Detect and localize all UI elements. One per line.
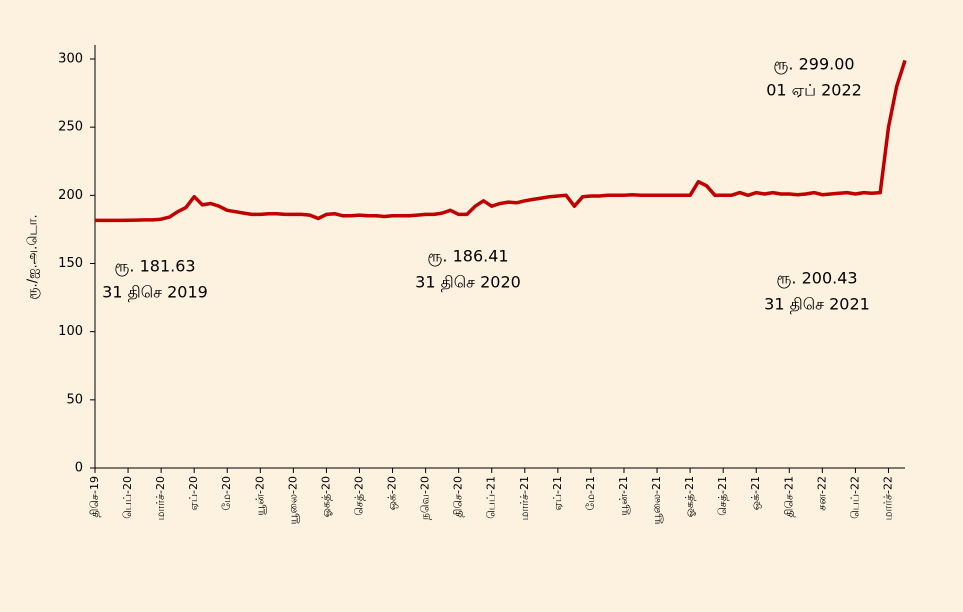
- x-tick-label: ஒக்-20: [386, 476, 399, 510]
- x-tick-label: திசெ-19: [88, 476, 101, 518]
- x-tick-label: மே-21: [584, 476, 597, 511]
- y-tick-label: 200: [58, 188, 83, 203]
- x-tick-label: செத்-20: [352, 476, 365, 516]
- x-tick-label: சன-22: [815, 476, 828, 511]
- y-tick-label: 50: [66, 392, 83, 407]
- x-tick-label: ஓகத்-20: [319, 476, 332, 517]
- annotation: 31 திசெ 2019: [102, 283, 208, 302]
- annotation: ரூ. 186.41: [427, 247, 508, 267]
- x-tick-label: செத்-21: [716, 476, 729, 516]
- y-tick-label: 150: [58, 256, 83, 271]
- x-tick-label: நவெ-20: [419, 476, 432, 520]
- x-tick-label: ஏப்-21: [551, 476, 564, 511]
- x-tick-label: யூன்-21: [617, 476, 630, 516]
- x-tick-label: மார்ச்-22: [881, 476, 894, 520]
- x-tick-label: பெப்-22: [848, 476, 861, 519]
- x-tick-label: ஒக்-21: [749, 476, 762, 510]
- x-tick-label: ஏப்-20: [187, 476, 200, 511]
- x-tick-label: பெப்-20: [121, 476, 134, 519]
- x-tick-label: மார்ச்-20: [154, 476, 167, 520]
- x-tick-label: மார்ச்-21: [518, 476, 531, 520]
- x-tick-label: யூன்-20: [253, 476, 266, 516]
- line: [95, 59, 907, 223]
- x-tick-label: மே-20: [220, 476, 233, 511]
- y-tick-label: 100: [58, 324, 83, 339]
- annotation: ரூ. 200.43: [776, 269, 857, 289]
- annotation: ரூ. 299.00: [773, 55, 854, 75]
- y-axis-label: ரூ./ஐ.அ.டொ.: [26, 214, 41, 299]
- annotation: 01 ஏப் 2022: [766, 81, 862, 100]
- annotation: 31 திசெ 2020: [415, 273, 521, 292]
- x-tick-label: ஓகத்-21: [683, 476, 696, 517]
- x-tick-label: திசெ-21: [782, 476, 795, 518]
- x-tick-label: யூலை-21: [650, 476, 663, 524]
- y-tick-label: 250: [58, 120, 83, 135]
- annotation: 31 திசெ 2021: [764, 295, 870, 314]
- x-tick-label: திசெ-20: [452, 476, 465, 518]
- y-tick-label: 300: [58, 52, 83, 67]
- annotation: ரூ. 181.63: [114, 257, 195, 277]
- x-tick-label: யூலை-20: [286, 476, 299, 524]
- x-tick-label: பெப்-21: [485, 476, 498, 519]
- y-tick-label: 0: [75, 461, 83, 476]
